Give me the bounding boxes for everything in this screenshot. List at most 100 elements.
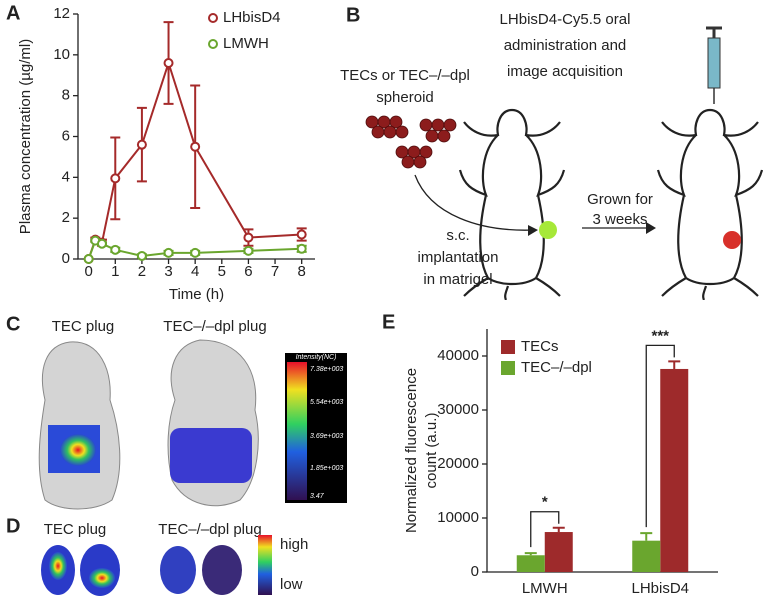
admin-label: LHbisD4-Cy5.5 oral [500,11,631,28]
implant-label: implantation [418,249,499,266]
point [190,141,201,152]
point [110,173,121,184]
spheroid-label: spheroid [376,89,434,106]
arrow-head [646,222,656,234]
point [163,58,174,68]
error-bar [552,526,565,533]
grown-label: 3 weeks [592,211,647,228]
error-bar [524,552,537,556]
scale-label: high [280,536,308,553]
legend-label: TEC–/–dpl [521,359,592,376]
colorbar-label: 5.54e+003 [310,399,343,406]
x-tick-label: LMWH [522,580,568,597]
legend-marker [208,39,218,49]
grown-label: Grown for [587,191,653,208]
x-axis-label: Time (h) [169,286,224,303]
y-tick-label: 12 [53,5,70,22]
y-tick-label: 30000 [437,401,479,418]
legend-marker [208,13,218,23]
legend-label: LMWH [223,35,269,52]
x-tick-label: 5 [218,263,226,280]
y-tick-label: 6 [62,127,70,144]
point [296,229,307,240]
significance-bracket [645,344,675,528]
y-axis-label: Normalized fluorescence [403,368,420,533]
point [190,247,201,258]
y-tick-label: 10000 [437,509,479,526]
spheroid-label: TECs or TEC–/–dpl [340,67,470,84]
point [136,250,147,261]
x-tick-label: 7 [271,263,279,280]
colorbar-label: 3.47 [310,493,325,500]
colorbar-title: Intensity(NC) [296,354,337,361]
implant-label: s.c. [446,227,469,244]
point [136,139,147,150]
point [243,245,254,256]
axes [77,14,315,260]
panel-d: TEC plug TEC–/–dpl plug high low [41,521,308,596]
legend-label: TECs [521,338,559,355]
colorbar: Intensity(NC) 7.38e+003 5.54e+003 3.69e+… [285,353,347,503]
organ [160,546,196,594]
point [163,247,174,258]
panel-c: TEC plug TEC–/–dpl plug Intensity(NC) 7.… [38,318,347,510]
bar [544,532,573,572]
mouse [656,108,764,300]
error-bar [640,532,653,541]
significance-bracket [530,511,560,548]
point [296,243,307,254]
y-tick-label: 0 [62,250,70,267]
organ-signal [49,552,67,580]
point [83,254,94,264]
syringe [706,26,722,104]
spheroids [365,115,457,169]
signal [60,434,96,466]
colorbar-label: 1.85e+003 [310,465,343,472]
y-tick-label: 10 [53,46,70,63]
panel-label: A [6,2,20,24]
point [96,238,107,249]
signal [170,428,252,483]
legend-swatch [501,340,515,354]
y-tick-label: 40000 [437,347,479,364]
admin-label: image acquisition [507,63,623,80]
x-tick-label: 0 [84,263,92,280]
y-tick-label: 2 [62,209,70,226]
admin-label: administration and [504,37,627,54]
error-bar [668,360,681,369]
plug-label: TEC plug [44,521,107,538]
tumor [723,231,741,249]
scale-label: low [280,576,303,593]
y-tick-label: 8 [62,87,70,104]
arrow [414,174,535,231]
implant [539,221,557,239]
x-tick-label: LHbisD4 [631,580,689,597]
panel-label: C [6,313,20,335]
significance-label: *** [651,327,669,344]
organ [202,545,242,595]
y-tick-label: 20000 [437,455,479,472]
panel-label: E [382,311,395,333]
plug-label: TEC–/–dpl plug [158,521,261,538]
x-tick-label: 1 [111,263,119,280]
x-tick-label: 8 [298,263,306,280]
scale-bar [258,535,272,595]
plug-label: TEC–/–dpl plug [163,318,266,335]
bar [632,540,661,572]
panel-label: D [6,515,20,537]
bar [516,555,545,572]
x-tick-label: 4 [191,263,199,280]
x-tick-label: 6 [244,263,252,280]
implant-label: in matrigel [423,271,492,288]
bar [660,368,689,572]
plug-label: TEC plug [52,318,115,335]
colorbar-label: 3.69e+003 [310,433,343,440]
organ-signal [89,568,115,588]
arrow-head [528,225,538,236]
significance-label: * [542,494,548,511]
y-tick-label: 0 [471,563,479,580]
x-tick-label: 2 [138,263,146,280]
colorbar-label: 7.38e+003 [310,366,343,373]
y-axis-label: count (a.u.) [423,413,440,489]
